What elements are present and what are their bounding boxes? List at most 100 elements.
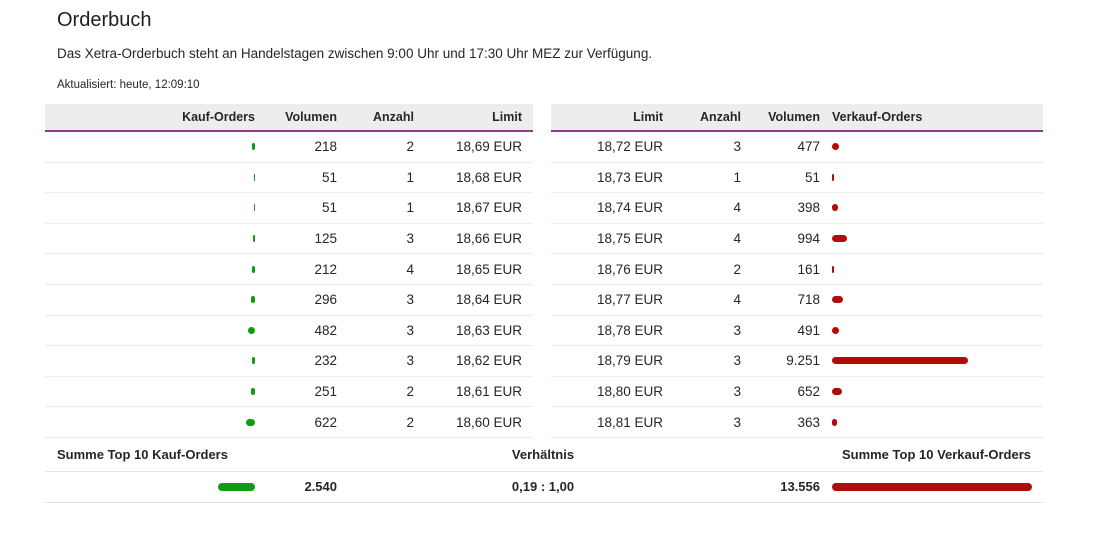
buy-limit-cell: 18,62 EUR	[455, 353, 522, 369]
sell-volume-cell: 161	[797, 261, 820, 277]
buy-volume-cell: 482	[314, 322, 337, 338]
buy-bar-cell	[45, 163, 255, 193]
buy-header-limit: Limit	[492, 110, 522, 124]
buy-limit-cell: 18,64 EUR	[455, 292, 522, 308]
buy-limit-cell: 18,66 EUR	[455, 231, 522, 247]
buy-order-row: 482 3 18,63 EUR	[45, 316, 533, 347]
buy-volume-bar	[247, 326, 255, 334]
buy-bar-cell	[45, 407, 255, 437]
sell-volume-bar	[832, 265, 835, 273]
buy-limit-cell: 18,69 EUR	[455, 139, 522, 155]
sell-count-cell: 2	[733, 261, 741, 277]
sell-limit-cell: 18,75 EUR	[596, 231, 663, 247]
buy-count-cell: 3	[406, 353, 414, 369]
sell-limit-cell: 18,80 EUR	[596, 384, 663, 400]
buy-bar-cell	[45, 254, 255, 284]
buy-table-header-row: Kauf-Orders Volumen Anzahl Limit	[45, 104, 533, 132]
buy-count-cell: 2	[406, 414, 414, 430]
summary-sell-total: 13.556	[780, 479, 820, 495]
sell-volume-cell: 652	[797, 384, 820, 400]
page-description: Das Xetra-Orderbuch steht an Handelstage…	[57, 46, 653, 61]
sell-count-cell: 3	[733, 139, 741, 155]
buy-volume-cell: 212	[314, 261, 337, 277]
sell-limit-cell: 18,74 EUR	[596, 200, 663, 216]
buy-volume-bar	[253, 235, 255, 243]
buy-bar-cell	[45, 346, 255, 376]
sell-bar-cell	[820, 285, 1043, 315]
buy-limit-cell: 18,63 EUR	[455, 322, 522, 338]
buy-header-anzahl: Anzahl	[373, 110, 414, 124]
sell-order-row: 18,75 EUR 4 994	[551, 224, 1043, 255]
sell-bar-cell	[820, 377, 1043, 407]
sell-bar-cell	[820, 407, 1043, 437]
buy-volume-cell: 232	[314, 353, 337, 369]
buy-volume-bar	[253, 204, 255, 212]
buy-volume-bar	[253, 173, 255, 181]
summary-value-row: 2.540 0,19 : 1,00 13.556	[45, 472, 1043, 503]
sell-volume-bar	[832, 296, 843, 304]
buy-count-cell: 3	[406, 231, 414, 247]
sell-limit-cell: 18,73 EUR	[596, 169, 663, 185]
sell-orders-table: Limit Anzahl Volumen Verkauf-Orders 18,7…	[551, 104, 1043, 438]
sell-count-cell: 4	[733, 231, 741, 247]
sell-bar-cell	[820, 254, 1043, 284]
sell-count-cell: 4	[733, 200, 741, 216]
summary-buy-label: Summe Top 10 Kauf-Orders	[57, 446, 228, 462]
sell-count-cell: 3	[733, 384, 741, 400]
sell-volume-cell: 51	[804, 169, 820, 185]
buy-order-row: 125 3 18,66 EUR	[45, 224, 533, 255]
buy-header-volumen: Volumen	[285, 110, 337, 124]
sell-order-row: 18,74 EUR 4 398	[551, 193, 1043, 224]
sell-limit-cell: 18,72 EUR	[596, 139, 663, 155]
sell-table-body: 18,72 EUR 3 477 18,73 EUR 1 51 18,74 EUR 4 398 18…	[551, 132, 1043, 438]
buy-order-row: 51 1 18,68 EUR	[45, 163, 533, 194]
sell-volume-cell: 718	[797, 292, 820, 308]
sell-count-cell: 4	[733, 292, 741, 308]
page-title: Orderbuch	[57, 9, 152, 31]
sell-order-row: 18,80 EUR 3 652	[551, 377, 1043, 408]
summary-ratio-label: Verhältnis	[511, 446, 575, 462]
buy-volume-bar	[251, 357, 255, 365]
summary-label-row: Summe Top 10 Kauf-Orders Verhältnis Summ…	[45, 438, 1043, 472]
buy-volume-bar	[251, 388, 255, 396]
sell-count-cell: 1	[733, 169, 741, 185]
sell-volume-cell: 491	[797, 322, 820, 338]
sell-table-header-row: Limit Anzahl Volumen Verkauf-Orders	[551, 104, 1043, 132]
buy-volume-bar	[250, 296, 255, 304]
sell-volume-bar	[832, 204, 838, 212]
buy-order-row: 51 1 18,67 EUR	[45, 193, 533, 224]
buy-count-cell: 2	[406, 384, 414, 400]
buy-bar-cell	[45, 224, 255, 254]
buy-bar-cell	[45, 193, 255, 223]
sell-order-row: 18,77 EUR 4 718	[551, 285, 1043, 316]
buy-order-row: 296 3 18,64 EUR	[45, 285, 533, 316]
buy-count-cell: 4	[406, 261, 414, 277]
summary-buy-total: 2.540	[304, 479, 337, 495]
sell-header-volumen: Volumen	[768, 110, 820, 124]
sell-limit-cell: 18,77 EUR	[596, 292, 663, 308]
summary-sell-total-bar	[832, 482, 1032, 491]
sell-volume-bar	[832, 388, 842, 396]
summary-ratio-value: 0,19 : 1,00	[511, 479, 575, 495]
buy-bar-cell	[45, 377, 255, 407]
buy-count-cell: 1	[406, 200, 414, 216]
sell-limit-cell: 18,79 EUR	[596, 353, 663, 369]
buy-volume-bar	[245, 418, 255, 426]
sell-volume-bar	[832, 173, 834, 181]
buy-volume-cell: 251	[314, 384, 337, 400]
buy-order-row: 251 2 18,61 EUR	[45, 377, 533, 408]
buy-bar-cell	[45, 285, 255, 315]
sell-order-row: 18,72 EUR 3 477	[551, 132, 1043, 163]
sell-volume-bar	[832, 326, 840, 334]
buy-bar-cell	[45, 316, 255, 346]
buy-order-row: 232 3 18,62 EUR	[45, 346, 533, 377]
sell-order-row: 18,81 EUR 3 363	[551, 407, 1043, 438]
sell-limit-cell: 18,76 EUR	[596, 261, 663, 277]
sell-volume-bar	[832, 143, 840, 151]
buy-volume-bar	[251, 265, 255, 273]
sell-bar-cell	[820, 224, 1043, 254]
sell-header-verkauf-orders: Verkauf-Orders	[832, 110, 923, 124]
buy-limit-cell: 18,60 EUR	[455, 414, 522, 430]
buy-limit-cell: 18,61 EUR	[455, 384, 522, 400]
sell-volume-cell: 477	[797, 139, 820, 155]
